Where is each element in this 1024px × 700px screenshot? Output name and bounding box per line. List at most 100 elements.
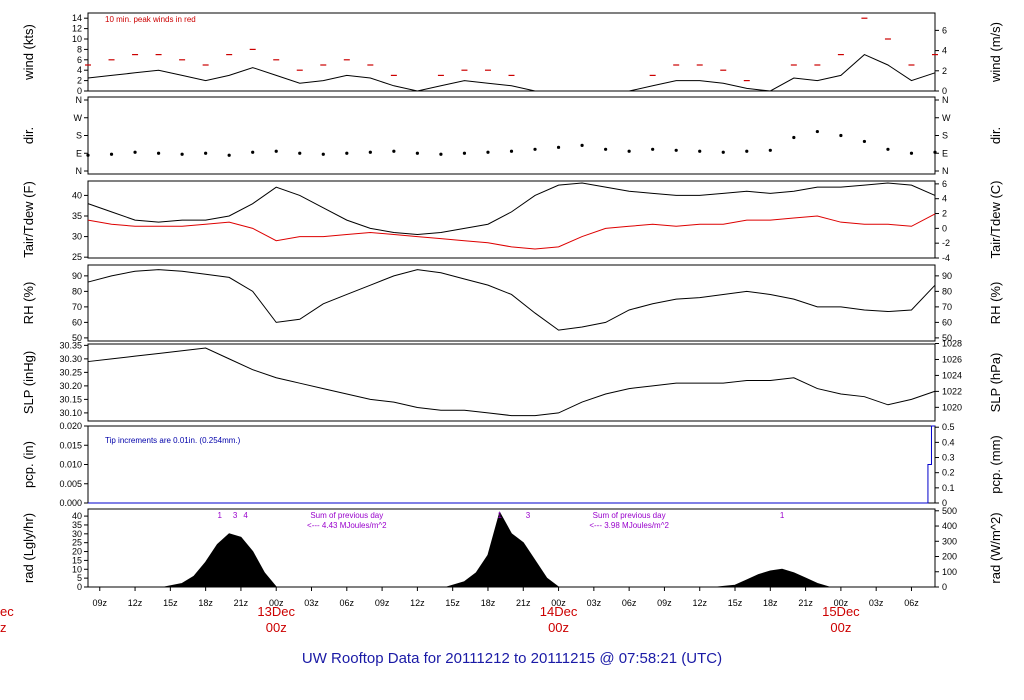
data-point [509,149,514,153]
plot-title: UW Rooftop Data for 20111212 to 20111215… [301,650,723,667]
y-axis-label-right: SLP (hPa) [988,353,1003,413]
y-tick-label-left: 35 [72,520,82,530]
x-tick-label: 15z [445,598,460,608]
data-point [556,145,561,149]
x-tick-label: 03z [587,598,602,608]
y-tick-label-left: N [76,166,83,176]
y-tick-label-left: N [76,95,83,105]
y-tick-label-left: 70 [72,302,82,312]
y-tick-label-left: 30 [72,529,82,539]
y-tick-label-left: 0.000 [59,498,82,508]
radiation-marker: 3 [233,511,238,520]
radiation-sum-note: <--- 4.43 MJoules/m^2 [307,521,387,530]
data-point [321,152,325,156]
y-axis-label-right: wind (m/s) [988,22,1003,83]
radiation-sum-note: Sum of previous day [593,511,666,520]
series-line-secondary [87,213,936,250]
y-axis-label-right: rad (W/m^2) [988,512,1003,583]
radiation-sum-note: Sum of previous day [310,511,383,520]
x-tick-label: 21z [516,598,531,608]
x-tick-label: 00z [269,598,284,608]
panel-rh: RH (%) RH (%) 50 60 70 80 90 50 60 70 80 90 [21,264,1003,343]
series-line-primary [87,54,936,92]
data-point [251,150,255,154]
y-tick-label-right: 4 [942,194,947,204]
radiation-area [164,511,830,588]
y-tick-label-right: 50 [942,333,952,343]
day-label-time: 00z [548,620,569,635]
data-point [415,151,419,155]
data-point [439,152,443,156]
data-point [745,149,749,153]
y-tick-label-left: 20 [72,547,82,557]
y-tick-label-right: -4 [942,253,950,263]
data-point [368,150,372,154]
y-tick-label-left: 30 [72,232,82,242]
y-tick-label-left: 8 [77,44,82,54]
y-tick-label-right: S [942,131,948,141]
panel-pcp: pcp. (in) pcp. (mm) 0.000 0.005 0.010 0.015 0.… [21,421,1003,508]
x-tick-label: 21z [234,598,249,608]
data-point [180,152,184,156]
y-tick-label-left: 30.15 [59,394,82,404]
y-tick-label-right: 6 [942,25,947,35]
x-tick-label: 06z [340,598,355,608]
y-tick-label-right: 0 [942,86,947,96]
y-tick-label-left: 6 [77,55,82,65]
data-point [768,148,772,152]
y-tick-label-right: 0 [942,498,947,508]
y-tick-label-left: 0 [77,86,82,96]
x-tick-label: 18z [198,598,213,608]
y-tick-label-right: 300 [942,536,957,546]
y-tick-label-left: 30.30 [59,354,82,364]
y-tick-label-right: 0.3 [942,453,955,463]
x-tick-label: 09z [657,598,672,608]
x-tick-label: 00z [834,598,849,608]
data-point [627,149,631,153]
y-axis-label-left: RH (%) [21,282,36,325]
x-tick-label: 06z [622,598,637,608]
series-line-primary [88,425,935,504]
y-tick-label-left: 40 [72,511,82,521]
y-tick-label-right: 1022 [942,386,962,396]
x-tick-label: 06z [904,598,919,608]
x-tick-label: 12z [410,598,425,608]
radiation-marker: 1 [218,511,223,520]
y-tick-label-left: 2 [77,76,82,86]
y-tick-label-right: 100 [942,567,957,577]
data-point [886,147,890,151]
y-tick-label-left: 25 [72,538,82,548]
y-tick-label-left: 40 [72,190,82,200]
panel-annotation: 10 min. peak winds in red [105,15,196,24]
y-axis-label-right: pcp. (mm) [988,435,1003,494]
data-point [792,135,796,140]
y-tick-label-right: E [942,148,948,158]
day-label-date: 15Dec [822,604,860,619]
data-point [604,147,608,151]
day-label-time: 00z [266,620,287,635]
x-tick-label: 15z [728,598,743,608]
data-point [815,129,819,134]
series-line-primary [87,182,936,236]
y-axis-label-right: dir. [988,127,1003,144]
x-tick-label: 09z [375,598,390,608]
y-tick-label-left: 30.35 [59,340,82,350]
x-tick-label: 12z [128,598,143,608]
y-tick-label-left: W [74,113,83,123]
y-tick-label-right: 2 [942,66,947,76]
y-axis-label-left: rad (Lgly/hr) [21,513,36,583]
y-tick-label-right: 90 [942,271,952,281]
x-tick-label: 15z [163,598,178,608]
data-point [392,149,396,153]
x-tick-label: 03z [869,598,884,608]
panel-annotation: Tip increments are 0.01in. (0.254mm.) [105,436,241,445]
data-point [86,153,90,157]
y-axis-label-left: dir. [21,127,36,144]
data-point [274,149,278,153]
y-tick-label-right: N [942,95,949,105]
y-tick-label-right: 400 [942,521,957,531]
y-axis-label-left: Tair/Tdew (F) [21,181,36,258]
data-point [298,151,302,155]
